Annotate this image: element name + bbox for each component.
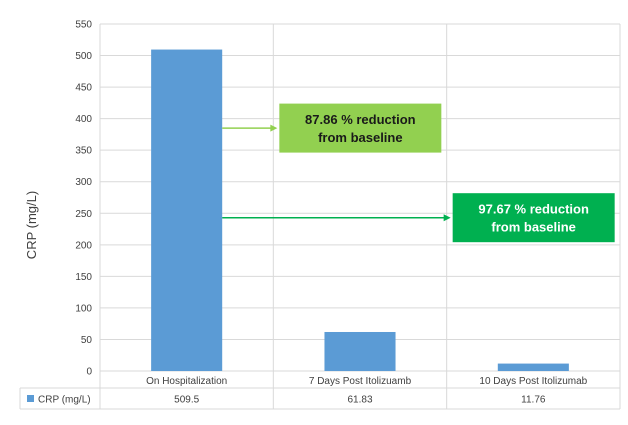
category-label: On Hospitalization	[146, 376, 227, 387]
category-label: 10 Days Post Itolizumab	[479, 376, 587, 387]
y-tick-label: 100	[75, 303, 92, 314]
annotation-arrowhead	[443, 214, 451, 222]
annotation-text-line2: from baseline	[318, 130, 403, 145]
y-axis-label: CRP (mg/L)	[24, 191, 39, 259]
table-value: 61.83	[347, 395, 372, 406]
table-value: 11.76	[521, 395, 546, 406]
annotation-box	[279, 103, 442, 153]
y-tick-label: 150	[75, 272, 92, 283]
annotation-1: 87.86 % reduction from baseline	[222, 103, 442, 153]
legend-key	[27, 395, 34, 402]
y-tick-label: 450	[75, 83, 92, 94]
annotation-arrowhead	[270, 124, 278, 132]
table-value: 509.5	[174, 395, 199, 406]
y-tick-label: 250	[75, 209, 92, 220]
series-name: CRP (mg/L)	[38, 395, 91, 406]
bar-2	[324, 331, 396, 371]
y-axis-ticks: 0 50 100 150 200 250 300 350 400 450 500 550	[75, 20, 92, 378]
y-tick-label: 550	[75, 20, 92, 31]
y-tick-label: 500	[75, 51, 92, 62]
bar-1	[151, 49, 223, 371]
annotation-2: 97.67 % reduction from baseline	[222, 193, 615, 243]
bars	[151, 49, 569, 371]
annotation-text-line1: 87.86 % reduction	[305, 112, 416, 127]
data-table: On Hospitalization 7 Days Post Itolizuamb…	[27, 376, 588, 406]
y-tick-label: 400	[75, 114, 92, 125]
y-tick-label: 50	[81, 335, 93, 346]
annotation-box	[452, 193, 615, 243]
bar-3	[497, 363, 569, 371]
annotation-text-line1: 97.67 % reduction	[478, 202, 589, 217]
y-tick-label: 200	[75, 240, 92, 251]
y-tick-label: 350	[75, 146, 92, 157]
annotation-text-line2: from baseline	[491, 220, 576, 235]
y-tick-label: 300	[75, 177, 92, 188]
category-label: 7 Days Post Itolizuamb	[309, 376, 412, 387]
y-tick-label: 0	[86, 367, 92, 378]
